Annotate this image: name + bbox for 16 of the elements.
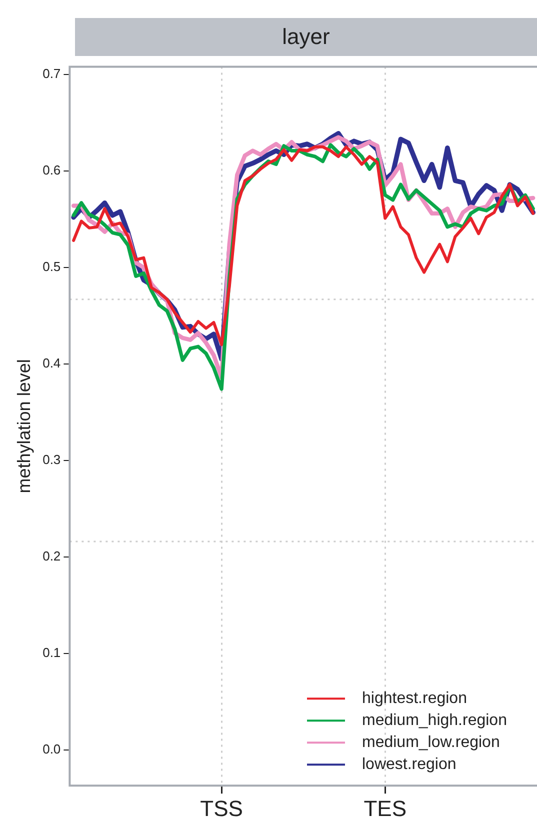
y-tick-label: 0.4 [42, 356, 61, 371]
legend-label: medium_high.region [362, 712, 507, 730]
legend-label: hightest.region [362, 690, 467, 708]
chart-title: layer [75, 18, 537, 56]
y-tick-label: 0.7 [42, 66, 61, 82]
y-tick-label: 0.2 [42, 548, 61, 564]
y-tick-label: 0.0 [42, 741, 61, 756]
y-tick-label: 0.3 [42, 452, 61, 468]
x-tick-label: TSS [200, 796, 243, 821]
y-axis-title: methylation level [14, 359, 34, 494]
y-tick-label: 0.1 [42, 644, 61, 660]
x-tick-label: TES [364, 796, 407, 821]
legend-label: medium_low.region [362, 734, 500, 752]
y-tick-label: 0.6 [42, 162, 61, 178]
y-tick-label: 0.5 [42, 259, 61, 274]
legend-label: lowest.region [362, 756, 456, 774]
